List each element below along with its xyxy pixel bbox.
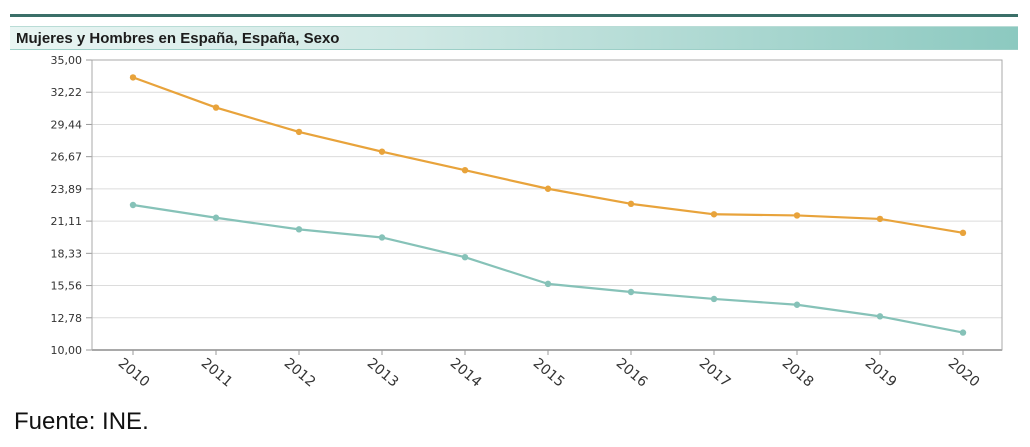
y-tick-label: 35,00: [51, 54, 83, 67]
data-point[interactable]: [544, 185, 552, 192]
x-tick-label: 2017: [696, 355, 734, 390]
x-tick-label: 2018: [779, 355, 817, 390]
data-point[interactable]: [295, 226, 303, 233]
data-point[interactable]: [544, 280, 552, 288]
chart-title: Mujeres y Hombres en España, España, Sex…: [16, 30, 340, 47]
x-axis-tick-labels: 2010 2011 2012 2013 2014 2015 2016 2017 2018 2019…: [115, 350, 983, 391]
y-tick-label: 29,44: [51, 118, 83, 131]
y-tick-label: 26,67: [51, 151, 83, 164]
x-tick-label: 2013: [364, 355, 402, 390]
data-point[interactable]: [710, 211, 718, 218]
y-tick-label: 10,00: [51, 344, 83, 357]
data-point[interactable]: [710, 295, 718, 303]
data-point[interactable]: [959, 329, 967, 336]
y-tick-label: 12,78: [51, 312, 83, 325]
data-point[interactable]: [627, 200, 635, 208]
data-point[interactable]: [212, 104, 220, 111]
line-chart: 35,00 32,22 29,44 26,67 23,89 21,11 18,33 15,56…: [51, 54, 1003, 391]
y-tick-label: 32,22: [51, 86, 83, 99]
grid-lines: [86, 59, 1002, 351]
data-point[interactable]: [793, 212, 801, 219]
series-2: [129, 201, 967, 336]
source-note: Fuente: INE.: [14, 408, 149, 435]
chart-title-bar: Mujeres y Hombres en España, España, Sex…: [10, 26, 1018, 50]
series-line: [132, 203, 964, 334]
x-tick-label: 2011: [198, 355, 236, 390]
plot-frame: [91, 59, 1003, 351]
y-tick-label: 21,11: [51, 215, 83, 228]
data-point[interactable]: [378, 234, 386, 241]
series-1: [129, 74, 967, 237]
data-point[interactable]: [129, 74, 137, 81]
data-point[interactable]: [876, 313, 884, 320]
series-group: [129, 74, 967, 336]
series-line: [132, 76, 964, 234]
x-tick-label: 2019: [862, 355, 900, 390]
y-tick-label: 15,56: [51, 280, 83, 293]
data-point[interactable]: [212, 214, 220, 221]
x-tick-label: 2015: [530, 355, 568, 390]
top-divider: [10, 14, 1018, 17]
data-point[interactable]: [876, 215, 884, 223]
data-point[interactable]: [959, 229, 967, 237]
data-point[interactable]: [627, 288, 635, 296]
x-tick-label: 2014: [447, 355, 485, 390]
y-tick-label: 23,89: [51, 183, 83, 196]
data-point[interactable]: [793, 301, 801, 308]
data-point[interactable]: [461, 167, 469, 174]
x-tick-label: 2010: [115, 355, 153, 390]
x-tick-label: 2012: [281, 355, 319, 390]
data-point[interactable]: [129, 201, 137, 209]
x-tick-label: 2016: [613, 355, 651, 390]
data-point[interactable]: [378, 148, 386, 155]
data-point[interactable]: [461, 254, 469, 261]
y-tick-label: 18,33: [51, 247, 83, 260]
data-point[interactable]: [295, 128, 303, 136]
y-axis-tick-labels: 35,00 32,22 29,44 26,67 23,89 21,11 18,33 15,56…: [51, 54, 83, 357]
x-tick-label: 2020: [945, 355, 983, 390]
